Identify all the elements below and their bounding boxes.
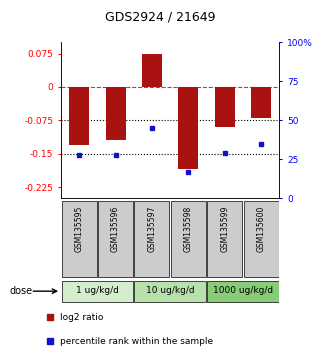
Text: log2 ratio: log2 ratio xyxy=(60,313,104,322)
Bar xyxy=(207,201,242,277)
Text: 1000 ug/kg/d: 1000 ug/kg/d xyxy=(213,286,273,295)
Text: percentile rank within the sample: percentile rank within the sample xyxy=(60,337,213,346)
Bar xyxy=(171,201,206,277)
Bar xyxy=(98,201,133,277)
Text: GSM135595: GSM135595 xyxy=(75,205,84,252)
Text: GSM135598: GSM135598 xyxy=(184,205,193,252)
Text: GSM135599: GSM135599 xyxy=(220,205,229,252)
Bar xyxy=(134,201,169,277)
Bar xyxy=(69,87,89,145)
Bar xyxy=(106,87,126,141)
Bar xyxy=(215,87,235,127)
Bar xyxy=(62,281,133,302)
Text: 1 ug/kg/d: 1 ug/kg/d xyxy=(76,286,119,295)
Text: GSM135600: GSM135600 xyxy=(256,205,265,252)
Bar xyxy=(142,53,162,87)
Bar xyxy=(134,281,206,302)
Text: GSM135596: GSM135596 xyxy=(111,205,120,252)
Text: GSM135597: GSM135597 xyxy=(147,205,156,252)
Bar xyxy=(62,201,97,277)
Text: dose: dose xyxy=(10,286,33,296)
Text: GDS2924 / 21649: GDS2924 / 21649 xyxy=(105,11,216,24)
Bar xyxy=(178,87,198,169)
Bar xyxy=(251,87,271,118)
Bar xyxy=(244,201,279,277)
Text: 10 ug/kg/d: 10 ug/kg/d xyxy=(146,286,195,295)
Bar xyxy=(207,281,279,302)
